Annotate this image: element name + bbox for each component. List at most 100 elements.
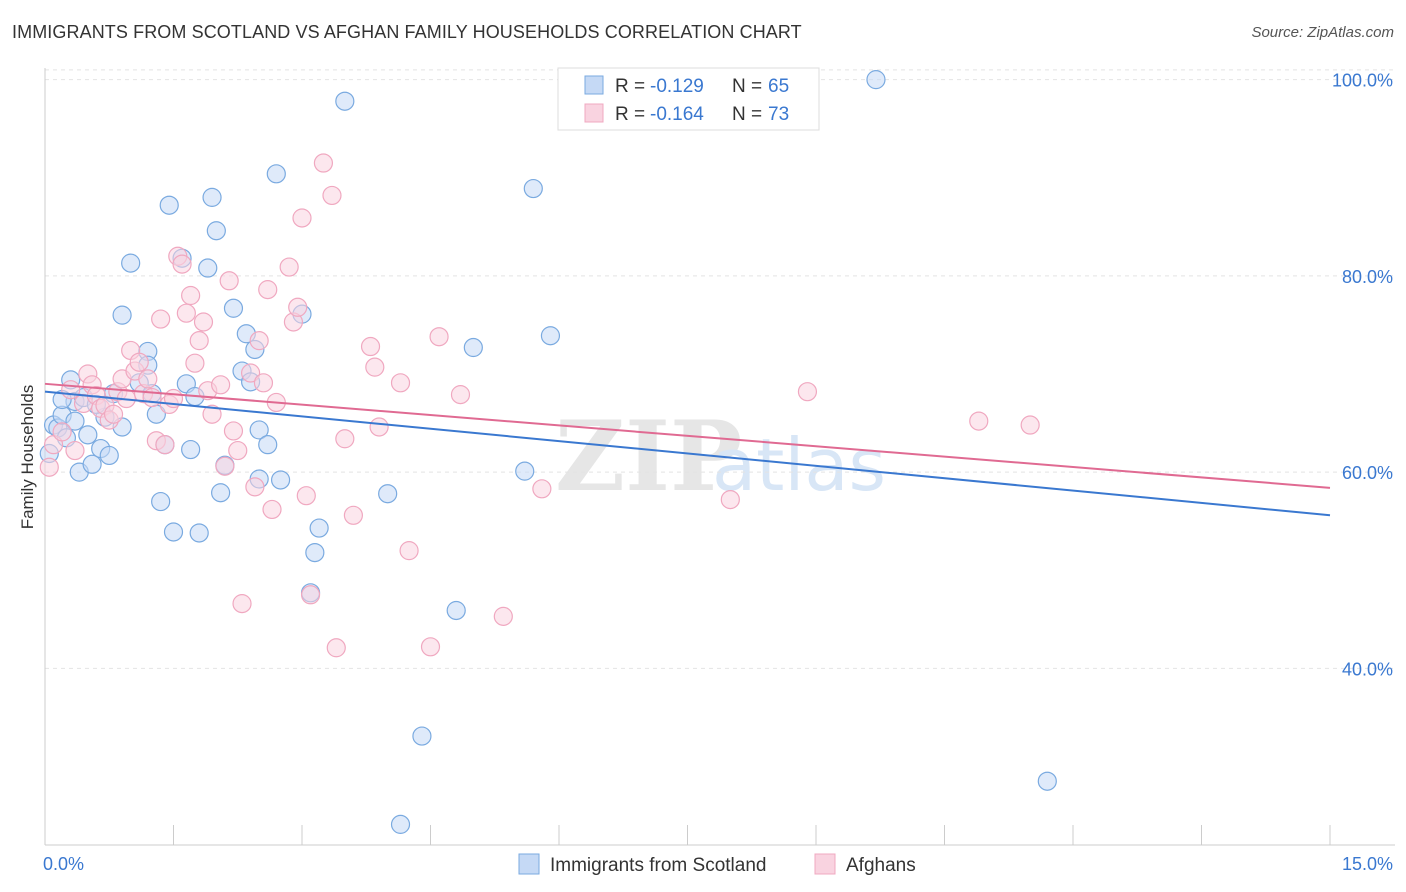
afghans-point [450, 385, 471, 405]
scotland-point [202, 187, 222, 207]
afghans-trend-line [44, 382, 1331, 489]
scotland-point [121, 253, 141, 273]
afghans-point [797, 382, 818, 402]
afghans-point [249, 331, 269, 351]
legend-r-value: -0.129 [650, 76, 704, 97]
afghans-point [228, 440, 248, 461]
scotland-point [258, 435, 278, 455]
afghans-point [288, 297, 308, 317]
afghans-point [223, 421, 244, 441]
legend-n-value: 65 [768, 76, 789, 97]
afghans-point [300, 585, 321, 605]
scotland-point [65, 411, 85, 431]
afghans-point [292, 208, 312, 228]
afghans-point [52, 422, 72, 442]
afghans-point [262, 499, 282, 520]
scotland-point [249, 420, 269, 440]
scotland-point [540, 326, 561, 346]
afghans-point [720, 490, 740, 510]
scotland-point [112, 305, 132, 325]
scotland-point [163, 522, 184, 542]
afghans-point [343, 505, 363, 525]
scotland-point [206, 221, 226, 241]
afghans-point [1020, 415, 1040, 435]
afghans-point [429, 327, 449, 347]
scotland-trend-line [44, 390, 1331, 517]
afghans-point [313, 153, 334, 173]
legend-r-value: -0.164 [650, 104, 704, 125]
scotland-point [446, 600, 466, 621]
afghans-point [211, 375, 231, 395]
afghans-point [420, 637, 441, 657]
afghans-point [176, 303, 196, 323]
scotland-point [82, 454, 102, 474]
afghans-point [103, 404, 124, 424]
afghans-point [232, 594, 252, 614]
afghans-point [155, 435, 175, 455]
scotland-point [211, 483, 231, 503]
afghans-point [360, 336, 381, 357]
legend-n-value: 73 [768, 104, 789, 125]
afghans-point [326, 638, 346, 658]
scotland-point [78, 425, 98, 445]
afghans-point [296, 486, 316, 506]
afghans-point [390, 373, 411, 393]
afghans-point [253, 373, 274, 393]
scotland-point [270, 470, 291, 490]
scotland-point [866, 70, 886, 90]
scotland-point [463, 337, 483, 358]
scotland-point [1037, 771, 1057, 791]
afghans-bottom-label: Afghans [846, 855, 916, 876]
scotland-point [335, 91, 355, 111]
scotland-point [523, 178, 543, 199]
afghans-point [138, 369, 158, 389]
afghans-point [129, 352, 149, 372]
scotland-point [99, 445, 119, 466]
afghans-point [61, 380, 81, 400]
y-tick-label: 60.0% [1342, 463, 1393, 483]
scotland-point [390, 814, 411, 834]
afghans-point [322, 185, 342, 206]
afghans-point [39, 457, 59, 477]
scotland-point [378, 484, 398, 504]
scotland-point [515, 461, 535, 481]
afghans-point [215, 456, 235, 476]
afghans-point [241, 363, 261, 383]
scotland-bottom-label: Immigrants from Scotland [550, 855, 766, 876]
afghans-point [189, 331, 209, 351]
legend-n-label: N = [732, 76, 762, 97]
afghans-point [185, 353, 205, 373]
legend-n-label: N = [732, 104, 762, 125]
x-tick-label: 15.0% [1342, 854, 1393, 874]
y-tick-label: 100.0% [1332, 71, 1393, 91]
scotland-point [181, 439, 201, 460]
afghans-point [172, 254, 192, 274]
afghans-bottom-swatch [814, 853, 836, 875]
y-axis-label: Family Households [18, 385, 37, 530]
scotland-point [309, 518, 329, 538]
afghans-point [279, 257, 299, 277]
scotland-point [305, 542, 325, 563]
afghans-point [369, 417, 389, 437]
afghans-point [335, 429, 355, 449]
y-tick-label: 40.0% [1342, 659, 1393, 679]
afghans-point [532, 479, 552, 499]
afghans-point [181, 285, 201, 306]
afghans-point [493, 606, 513, 626]
afghans-point [219, 271, 239, 291]
chart-source: Source: ZipAtlas.com [1251, 24, 1394, 41]
scotland-point [159, 195, 179, 215]
afghans-point [399, 541, 419, 561]
afghans-point [151, 309, 171, 329]
x-tick-label: 0.0% [43, 854, 84, 874]
legend-r-label: R = [615, 76, 645, 97]
scotland-bottom-swatch [518, 853, 540, 875]
scotland-point [412, 726, 432, 746]
scotland-point [189, 523, 209, 543]
legend-r-label: R = [615, 104, 645, 125]
afghans-point [258, 280, 278, 300]
scotland-point [151, 491, 171, 512]
afghans-point [193, 312, 214, 332]
